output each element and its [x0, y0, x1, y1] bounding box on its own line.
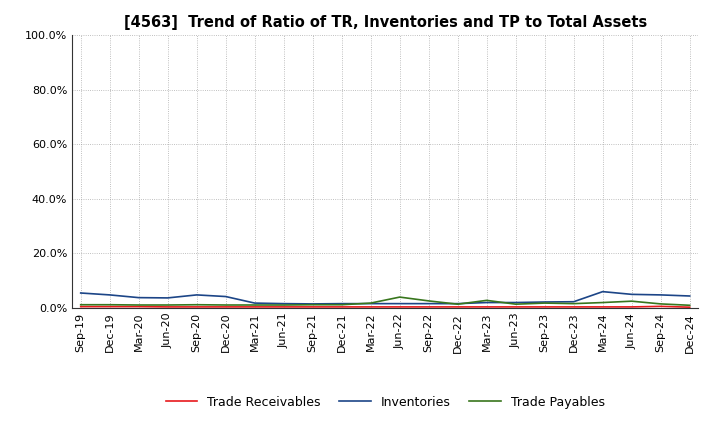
Trade Receivables — [338, 304, 346, 310]
Trade Receivables — [308, 304, 317, 310]
Trade Payables — [482, 298, 491, 303]
Trade Receivables — [424, 304, 433, 310]
Trade Payables — [627, 299, 636, 304]
Trade Receivables — [570, 304, 578, 310]
Trade Receivables — [135, 304, 143, 309]
Inventories — [163, 295, 172, 301]
Trade Payables — [366, 301, 375, 306]
Trade Receivables — [395, 304, 404, 310]
Inventories — [424, 301, 433, 306]
Trade Receivables — [482, 304, 491, 310]
Inventories — [105, 292, 114, 297]
Inventories — [482, 300, 491, 305]
Inventories — [76, 290, 85, 296]
Trade Payables — [570, 301, 578, 306]
Trade Payables — [395, 294, 404, 300]
Line: Inventories: Inventories — [81, 292, 690, 304]
Trade Payables — [454, 301, 462, 307]
Inventories — [627, 292, 636, 297]
Trade Receivables — [685, 304, 694, 310]
Inventories — [135, 295, 143, 300]
Inventories — [685, 293, 694, 299]
Trade Payables — [598, 300, 607, 305]
Trade Payables — [511, 301, 520, 307]
Legend: Trade Receivables, Inventories, Trade Payables: Trade Receivables, Inventories, Trade Pa… — [161, 391, 610, 414]
Trade Payables — [105, 302, 114, 308]
Trade Receivables — [76, 304, 85, 309]
Trade Payables — [135, 302, 143, 308]
Trade Receivables — [598, 304, 607, 310]
Trade Receivables — [366, 304, 375, 310]
Trade Payables — [338, 302, 346, 308]
Inventories — [366, 301, 375, 306]
Trade Payables — [308, 302, 317, 308]
Trade Receivables — [105, 304, 114, 309]
Inventories — [251, 301, 259, 306]
Trade Receivables — [279, 304, 288, 310]
Trade Payables — [221, 302, 230, 308]
Trade Receivables — [657, 304, 665, 309]
Line: Trade Receivables: Trade Receivables — [81, 306, 690, 307]
Trade Payables — [251, 302, 259, 308]
Trade Payables — [279, 302, 288, 308]
Inventories — [221, 294, 230, 299]
Inventories — [657, 292, 665, 297]
Trade Receivables — [251, 304, 259, 310]
Trade Receivables — [454, 304, 462, 310]
Inventories — [598, 289, 607, 294]
Trade Receivables — [511, 304, 520, 310]
Inventories — [192, 292, 201, 297]
Trade Receivables — [192, 304, 201, 310]
Trade Receivables — [221, 304, 230, 310]
Title: [4563]  Trend of Ratio of TR, Inventories and TP to Total Assets: [4563] Trend of Ratio of TR, Inventories… — [124, 15, 647, 30]
Inventories — [308, 301, 317, 307]
Trade Payables — [192, 302, 201, 308]
Inventories — [454, 301, 462, 306]
Inventories — [570, 299, 578, 304]
Inventories — [511, 300, 520, 305]
Trade Payables — [541, 301, 549, 306]
Trade Payables — [685, 303, 694, 308]
Trade Receivables — [541, 304, 549, 310]
Line: Trade Payables: Trade Payables — [81, 297, 690, 305]
Trade Payables — [163, 302, 172, 308]
Inventories — [279, 301, 288, 306]
Trade Payables — [424, 298, 433, 304]
Trade Receivables — [627, 304, 636, 310]
Inventories — [395, 301, 404, 306]
Inventories — [541, 299, 549, 304]
Trade Payables — [76, 302, 85, 308]
Inventories — [338, 301, 346, 306]
Trade Payables — [657, 301, 665, 307]
Trade Receivables — [163, 304, 172, 310]
